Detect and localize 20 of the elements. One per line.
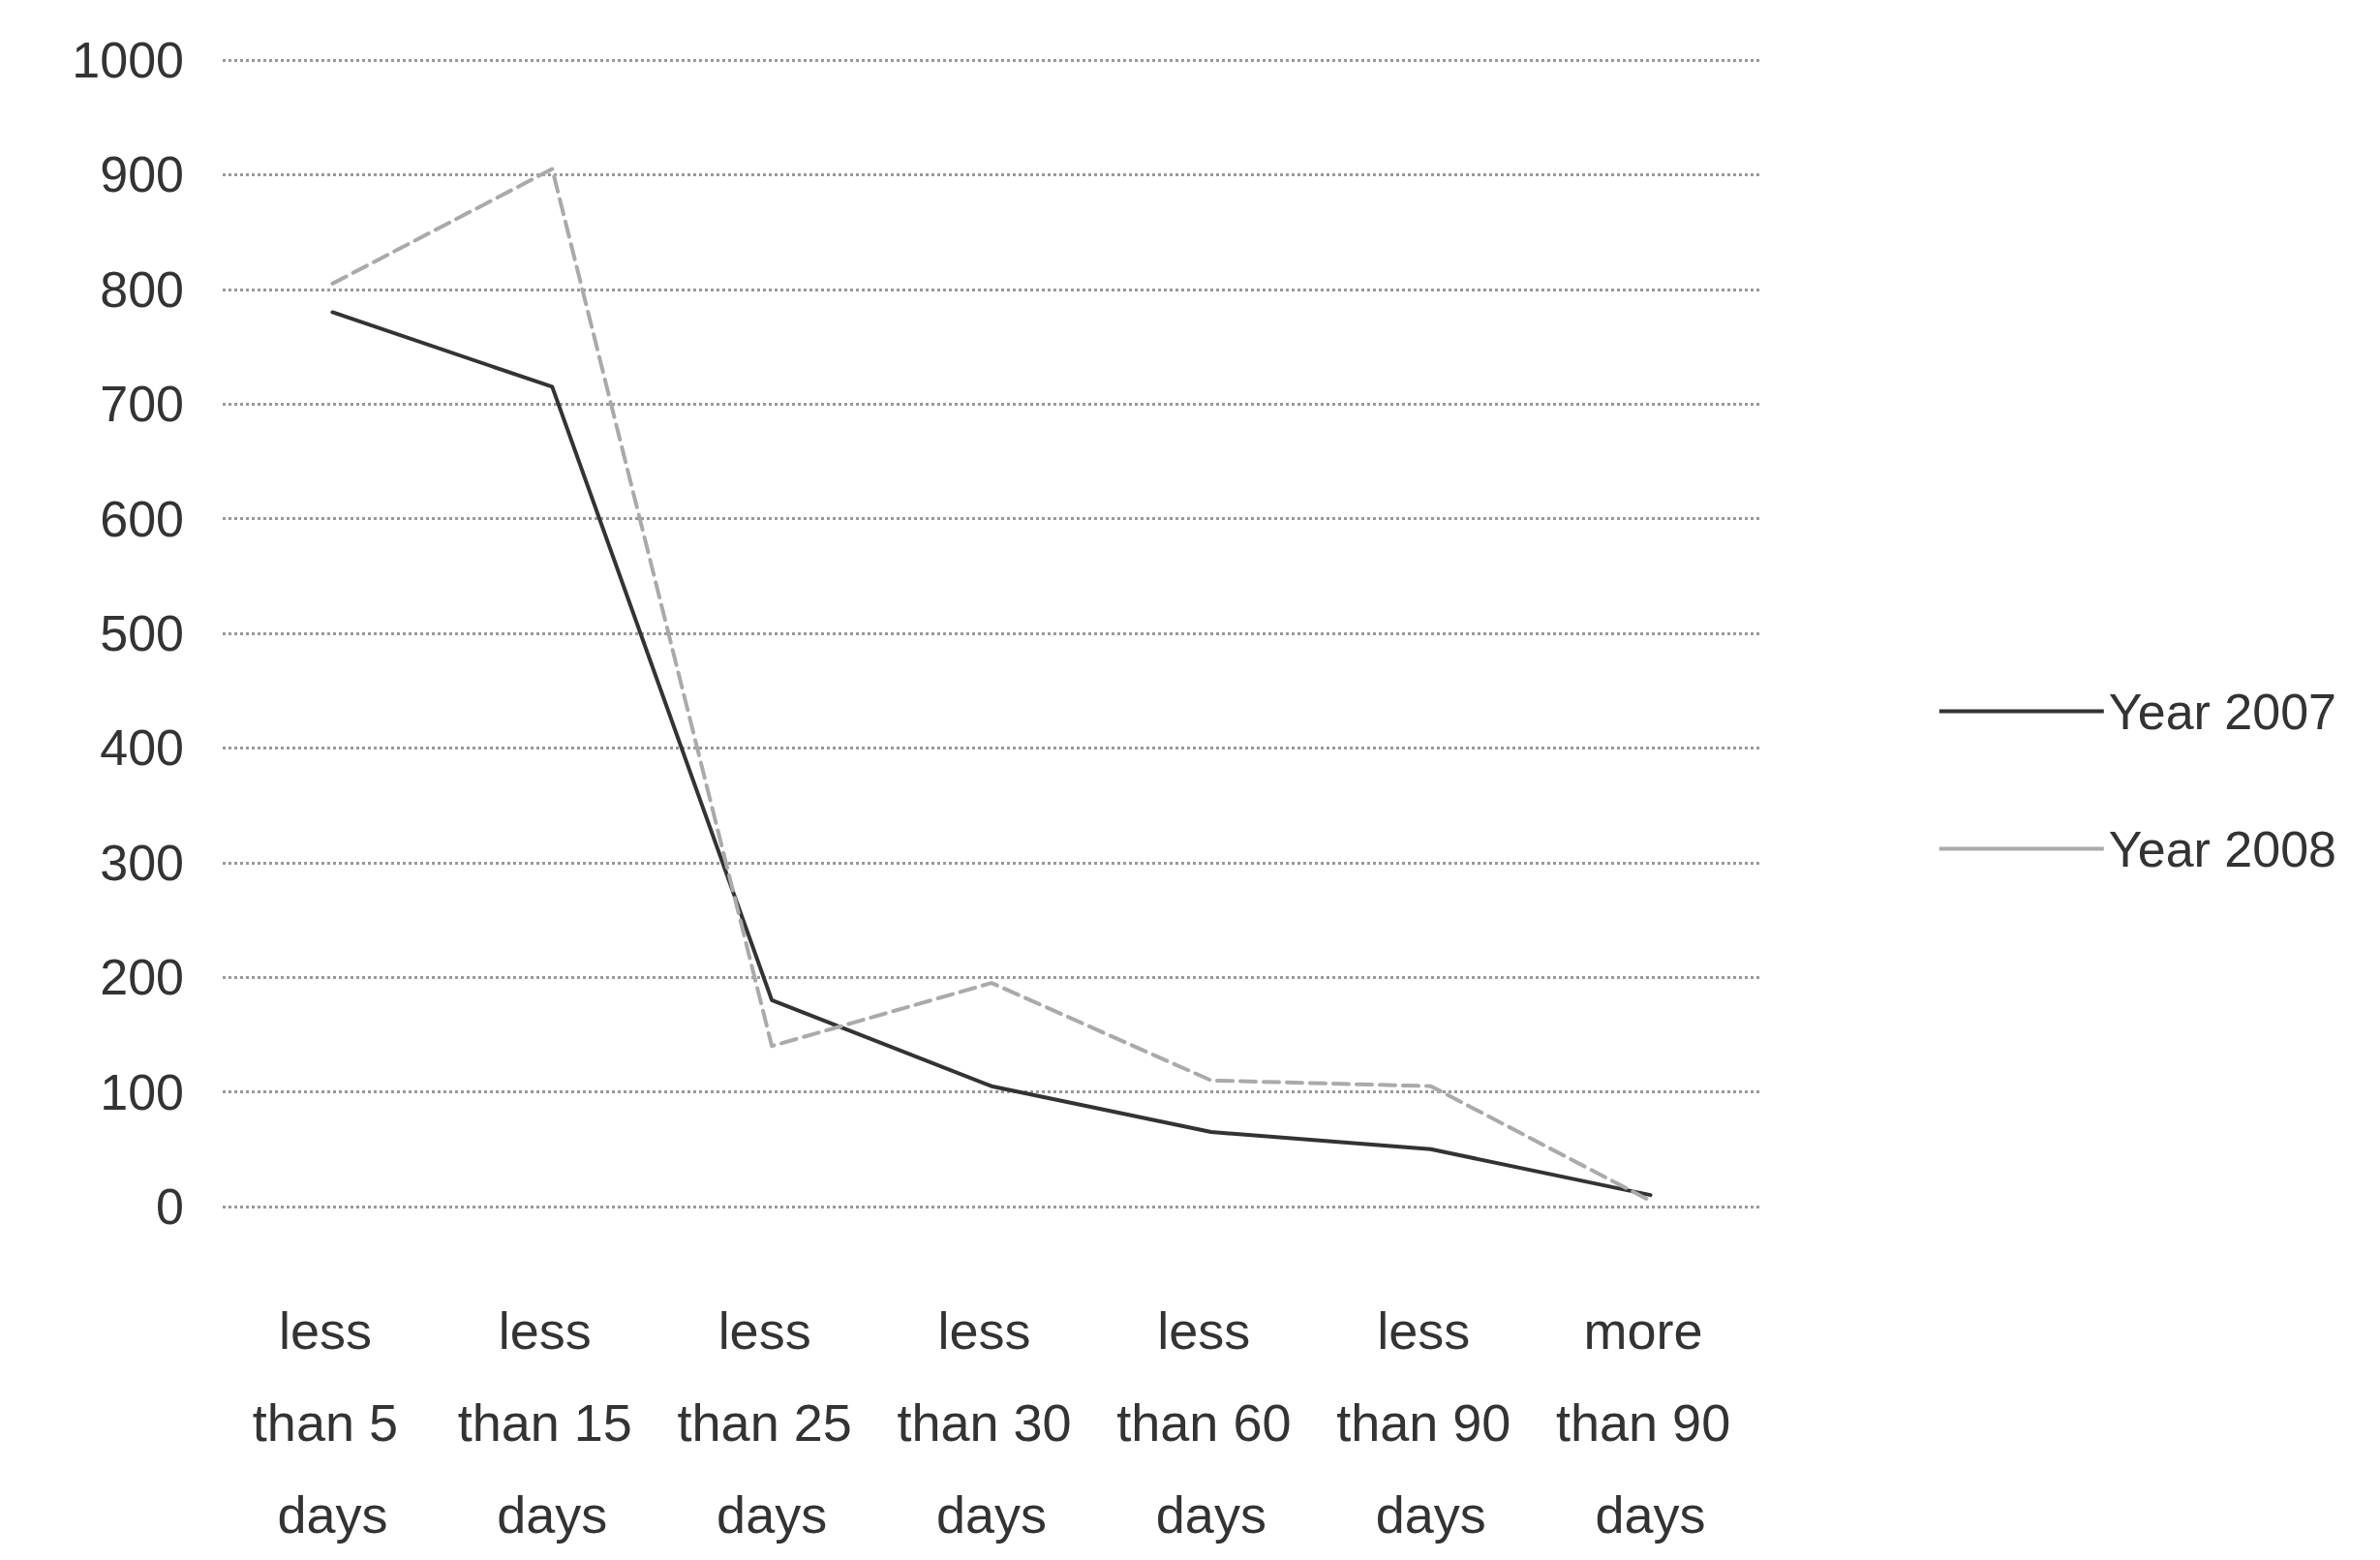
x-tick-label: more than 90 days [1555, 1300, 1746, 1544]
y-tick-label: 600 [100, 490, 184, 547]
x-tick-label: less than 60 days [1116, 1300, 1306, 1544]
y-tick-label: 100 [100, 1063, 184, 1120]
x-tick-label: less than 15 days [457, 1300, 647, 1544]
y-tick-label: 1000 [72, 32, 184, 88]
y-tick-label: 900 [100, 146, 184, 203]
x-tick-label: less than 5 days [252, 1300, 412, 1544]
y-tick-label: 300 [100, 834, 184, 891]
y-tick-label: 700 [100, 376, 184, 433]
x-tick-label: less than 30 days [897, 1300, 1086, 1544]
x-tick-label: less than 90 days [1336, 1300, 1526, 1544]
y-tick-label: 500 [100, 605, 184, 661]
legend-label: Year 2007 [2108, 683, 2337, 740]
y-tick-label: 0 [156, 1178, 184, 1235]
y-tick-label: 800 [100, 260, 184, 318]
y-tick-label: 400 [100, 719, 184, 777]
legend-label: Year 2008 [2108, 820, 2337, 877]
y-tick-label: 200 [100, 949, 184, 1006]
x-tick-label: less than 25 days [677, 1300, 867, 1544]
